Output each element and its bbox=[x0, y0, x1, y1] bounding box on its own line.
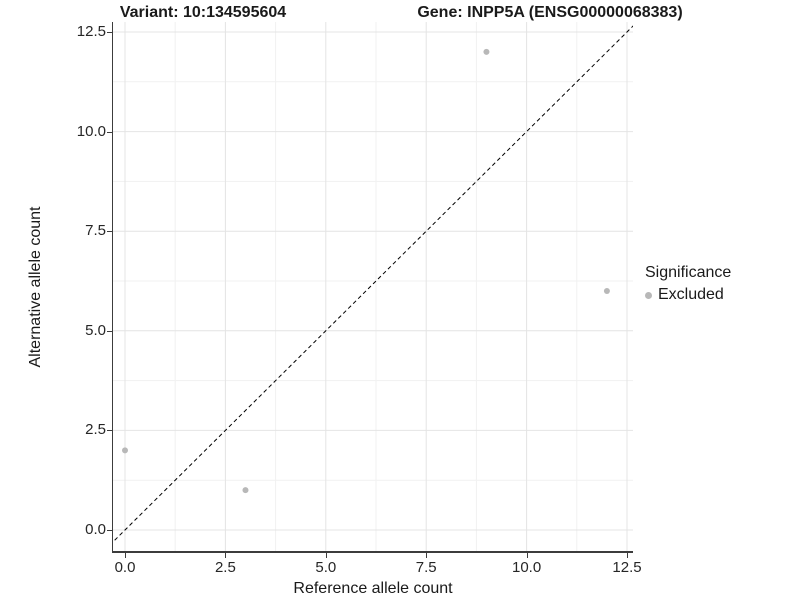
x-axis-title: Reference allele count bbox=[293, 580, 453, 597]
y-axis-tick bbox=[106, 430, 112, 432]
y-axis-tick bbox=[106, 330, 112, 332]
x-axis-tick bbox=[627, 552, 628, 558]
x-axis-tick bbox=[125, 552, 126, 558]
x-tick-label: 2.5 bbox=[214, 559, 236, 576]
gene-title: Gene: INPP5A (ENSG00000068383) bbox=[417, 4, 683, 21]
legend-item-excluded: Excluded bbox=[645, 286, 731, 304]
y-tick-label: 12.5 bbox=[76, 23, 106, 40]
plot-panel bbox=[113, 22, 633, 551]
legend: Significance Excluded bbox=[645, 264, 731, 304]
x-tick-label: 12.5 bbox=[612, 559, 642, 576]
plot-canvas bbox=[113, 22, 633, 551]
y-axis-title: Alternative allele count bbox=[27, 206, 44, 368]
legend-title: Significance bbox=[645, 264, 732, 281]
x-tick-label: 10.0 bbox=[511, 559, 542, 576]
identity-line bbox=[113, 25, 633, 543]
y-axis-tick bbox=[106, 231, 112, 233]
data-point-excluded bbox=[483, 48, 490, 55]
y-axis-tick bbox=[106, 131, 112, 133]
data-point-excluded bbox=[242, 487, 249, 494]
excluded-point-swatch-icon bbox=[645, 291, 652, 299]
y-tick-label: 5.0 bbox=[85, 321, 106, 339]
legend-item-label: Excluded bbox=[658, 286, 724, 303]
y-axis-tick bbox=[106, 530, 112, 531]
x-tick-label: 7.5 bbox=[415, 559, 437, 576]
x-axis-tick bbox=[426, 552, 428, 558]
y-tick-label: 10.0 bbox=[76, 122, 106, 140]
y-tick-label: 7.5 bbox=[85, 222, 106, 240]
x-axis-tick bbox=[225, 552, 227, 558]
y-axis-tick bbox=[106, 32, 112, 33]
data-point-excluded bbox=[122, 447, 128, 454]
y-tick-label: 2.5 bbox=[85, 421, 106, 439]
y-axis-line bbox=[111, 22, 113, 553]
x-axis-line bbox=[111, 551, 633, 553]
x-axis-tick bbox=[526, 552, 528, 558]
x-tick-label: 0.0 bbox=[114, 559, 136, 576]
x-tick-label: 5.0 bbox=[315, 559, 337, 576]
y-tick-label: 0.0 bbox=[85, 521, 106, 538]
data-point-excluded bbox=[603, 287, 610, 294]
variant-title: Variant: 10:134595604 bbox=[119, 4, 287, 21]
x-axis-tick bbox=[325, 552, 327, 558]
